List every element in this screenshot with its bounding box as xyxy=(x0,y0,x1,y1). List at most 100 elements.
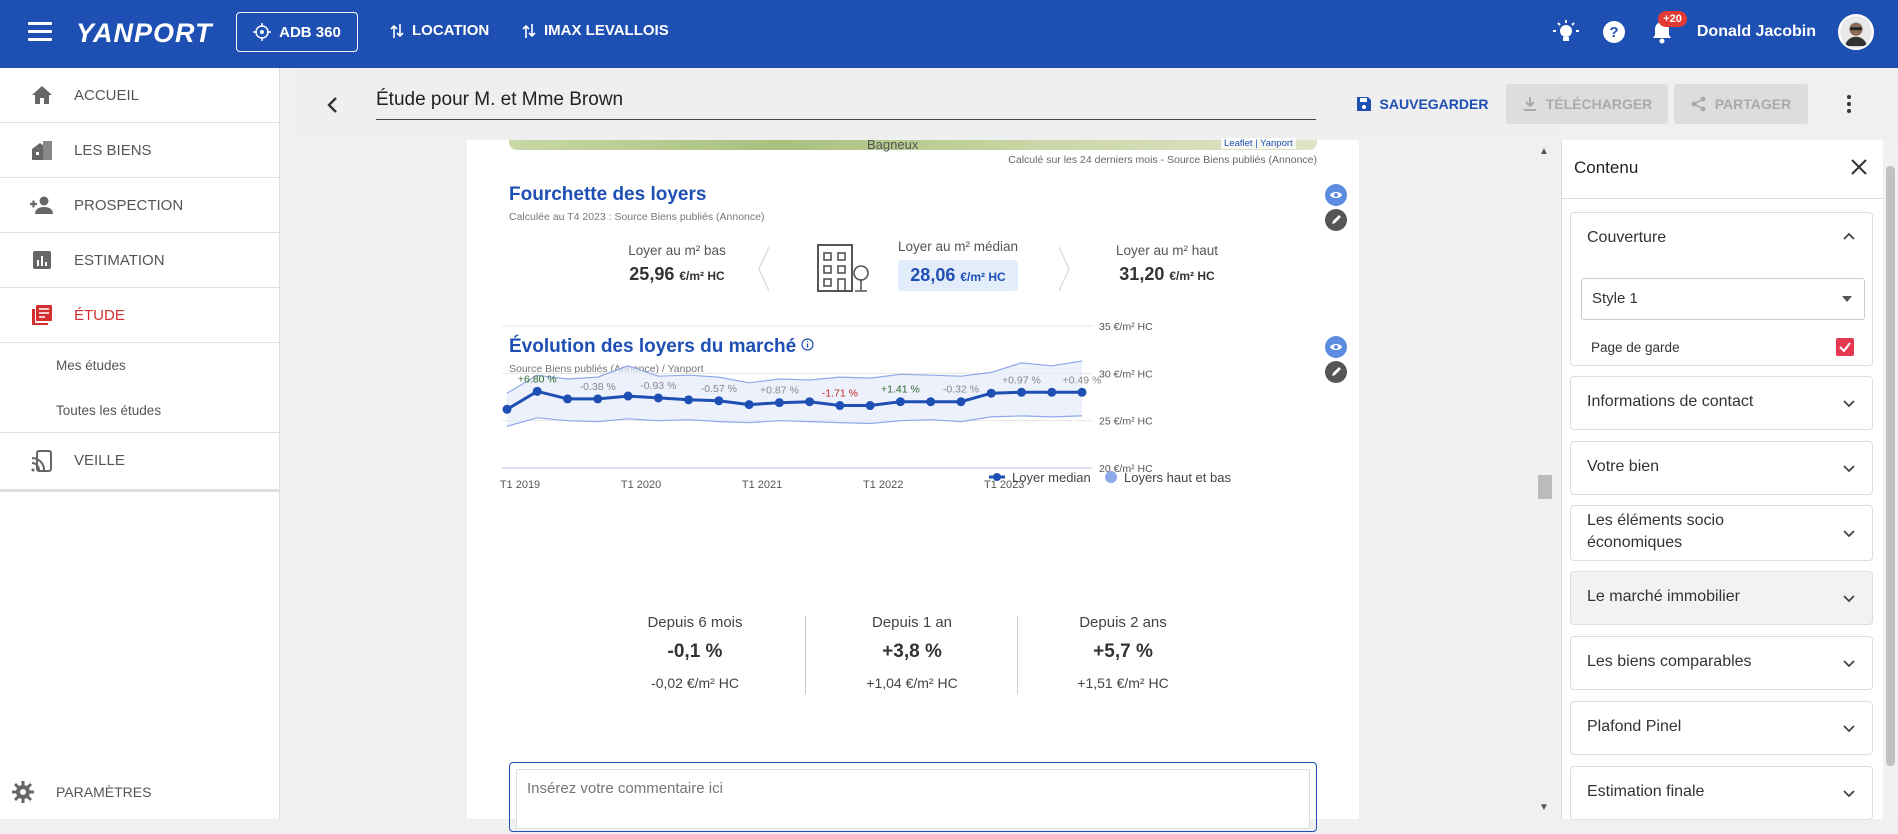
section-estimation-finale[interactable]: Estimation finale xyxy=(1570,766,1873,820)
section-label[interactable]: Couverture xyxy=(1587,229,1667,246)
median-point[interactable] xyxy=(744,400,754,410)
section-elements-socio-economiques[interactable]: Les éléments socio économiques xyxy=(1570,505,1873,561)
style-select[interactable]: Style 1 xyxy=(1581,278,1865,320)
gear-icon xyxy=(12,780,36,803)
median-point[interactable] xyxy=(1077,387,1087,397)
sidebar-item-accueil[interactable]: ACCUEIL xyxy=(0,68,279,123)
median-point[interactable] xyxy=(956,397,966,407)
change-annotation: +0.97 % xyxy=(1002,374,1041,386)
save-button[interactable]: SAUVEGARDER xyxy=(1352,84,1492,124)
section-label: Informations de contact xyxy=(1587,393,1754,410)
chevron-down-icon xyxy=(1843,530,1855,538)
legend-median-label: Loyer median xyxy=(1012,470,1091,485)
adb360-button[interactable]: ADB 360 xyxy=(236,12,358,52)
sidebar-item-label: PROSPECTION xyxy=(74,196,184,214)
sort-arrows-icon xyxy=(390,23,404,38)
sidebar-item-prospection[interactable]: PROSPECTION xyxy=(0,178,279,233)
median-point[interactable] xyxy=(835,401,845,411)
median-point[interactable] xyxy=(684,395,694,405)
median-point[interactable] xyxy=(865,401,875,411)
user-name[interactable]: Donald Jacobin xyxy=(1696,23,1816,40)
scrollbar-thumb[interactable] xyxy=(1538,475,1552,499)
agency-menu[interactable]: IMAX LEVALLOIS xyxy=(522,22,669,39)
sidebar-item-veille[interactable]: VEILLE xyxy=(0,433,279,488)
share-button[interactable]: PARTAGER xyxy=(1674,84,1808,124)
median-point[interactable] xyxy=(623,391,633,401)
location-menu[interactable]: LOCATION xyxy=(390,22,489,39)
scroll-down-icon[interactable]: ▼ xyxy=(1539,802,1549,813)
median-point[interactable] xyxy=(653,393,663,403)
lightbulb-icon[interactable] xyxy=(1552,19,1579,45)
sidebar-item-estimation[interactable]: ESTIMATION xyxy=(0,233,279,288)
rent-evolution-title-text: Évolution des loyers du marché xyxy=(509,336,797,357)
back-icon[interactable] xyxy=(326,94,340,120)
sidebar-item-label: ACCUEIL xyxy=(74,86,140,104)
scrollbar-thumb[interactable] xyxy=(1886,166,1895,766)
y-tick-label: 30 €/m² HC xyxy=(1099,368,1153,380)
median-point[interactable] xyxy=(532,386,542,396)
stat-1-year: Depuis 1 an +3,8 % +1,04 €/m² HC xyxy=(812,614,1012,691)
comment-box xyxy=(509,762,1317,832)
section-marche-immobilier[interactable]: Le marché immobilier xyxy=(1570,571,1873,625)
sidebar-item-label: LES BIENS xyxy=(74,141,152,159)
section-plafond-pinel[interactable]: Plafond Pinel xyxy=(1570,701,1873,755)
median-point[interactable] xyxy=(986,388,996,398)
change-annotation: -0.93 % xyxy=(640,380,676,392)
median-point[interactable] xyxy=(563,394,573,404)
chevron-left-icon xyxy=(758,246,770,292)
chevron-right-icon xyxy=(1058,246,1070,292)
map-source-note: Calculé sur les 24 derniers mois - Sourc… xyxy=(1008,154,1317,166)
document-icon xyxy=(28,303,56,327)
median-point[interactable] xyxy=(502,404,512,414)
median-point[interactable] xyxy=(805,397,815,407)
median-point[interactable] xyxy=(714,396,724,406)
adb360-label: ADB 360 xyxy=(279,23,341,41)
sidebar-item-etude[interactable]: ÉTUDE xyxy=(0,288,279,343)
info-icon[interactable] xyxy=(801,338,815,351)
content-scrollbar[interactable]: ▲ ▼ xyxy=(1536,140,1554,819)
median-point[interactable] xyxy=(593,394,603,404)
pencil-icon[interactable] xyxy=(1325,361,1347,383)
x-tick-label: T1 2019 xyxy=(500,479,540,491)
sidebar-sub-toutes-les-etudes[interactable]: Toutes les études xyxy=(0,388,279,433)
rent-unit: €/m² HC xyxy=(1169,269,1215,283)
section-label: Les biens comparables xyxy=(1587,653,1752,670)
notification-bell-icon[interactable]: +20 xyxy=(1649,11,1687,45)
download-label: TÉLÉCHARGER xyxy=(1545,96,1653,112)
close-icon[interactable] xyxy=(1850,156,1868,182)
study-title-field[interactable]: Étude pour M. et Mme Brown xyxy=(376,86,1316,120)
eye-icon[interactable] xyxy=(1325,184,1347,206)
section-label: Les éléments socio économiques xyxy=(1587,512,1724,551)
chevron-down-icon xyxy=(1843,725,1855,733)
top-right-actions: ? +20 Donald Jacobin xyxy=(1552,11,1874,50)
eye-icon[interactable] xyxy=(1325,336,1347,358)
sidebar-sub-mes-etudes[interactable]: Mes études xyxy=(56,358,126,373)
median-point[interactable] xyxy=(926,397,936,407)
location-label: LOCATION xyxy=(412,22,490,39)
section-biens-comparables[interactable]: Les biens comparables xyxy=(1570,636,1873,690)
section-informations-contact[interactable]: Informations de contact xyxy=(1570,376,1873,430)
sort-arrows-icon xyxy=(522,23,536,38)
chevron-up-icon[interactable] xyxy=(1842,229,1856,243)
section-votre-bien[interactable]: Votre bien xyxy=(1570,441,1873,495)
median-point[interactable] xyxy=(774,398,784,408)
pencil-icon[interactable] xyxy=(1325,209,1347,231)
menu-icon[interactable] xyxy=(28,22,52,42)
add-person-icon xyxy=(28,193,56,217)
sidebar-item-les-biens[interactable]: LES BIENS xyxy=(0,123,279,178)
avatar[interactable] xyxy=(1838,14,1874,50)
cover-page-checkbox[interactable] xyxy=(1836,338,1854,356)
comment-input[interactable] xyxy=(516,769,1310,829)
map-preview[interactable] xyxy=(509,140,1317,150)
median-point[interactable] xyxy=(895,397,905,407)
download-button[interactable]: TÉLÉCHARGER xyxy=(1506,84,1668,124)
sidebar-item-parametres[interactable]: PARAMÈTRES xyxy=(0,764,280,819)
map-attribution[interactable]: Leaflet | Yanport xyxy=(1221,138,1296,149)
help-icon[interactable]: ? xyxy=(1601,19,1627,45)
chevron-down-icon xyxy=(1843,790,1855,798)
panel-scrollbar[interactable] xyxy=(1883,140,1898,819)
scroll-up-icon[interactable]: ▲ xyxy=(1539,146,1549,157)
median-point[interactable] xyxy=(1016,387,1026,397)
more-options-icon[interactable] xyxy=(1846,94,1852,119)
median-point[interactable] xyxy=(1047,387,1057,397)
